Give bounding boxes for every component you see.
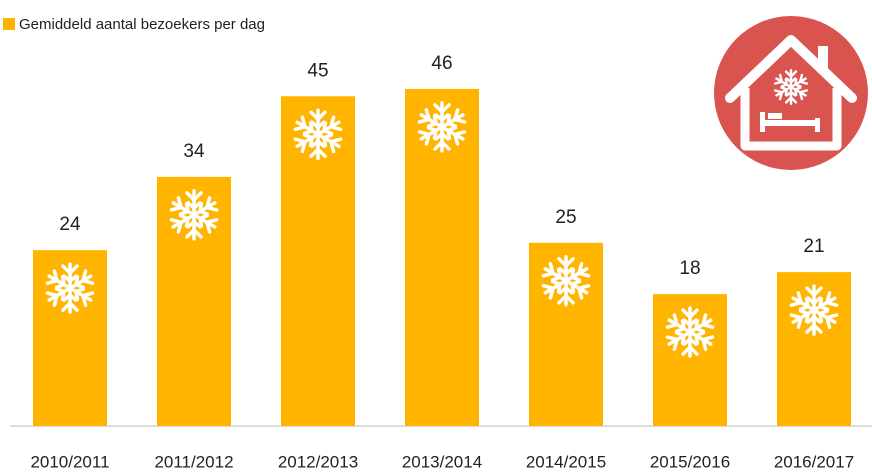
- value-label: 18: [679, 258, 700, 279]
- value-label: 24: [59, 214, 81, 235]
- x-tick-label: 2012/2013: [278, 452, 358, 471]
- value-label: 25: [555, 207, 576, 228]
- value-label: 45: [307, 60, 328, 81]
- x-tick-label: 2015/2016: [650, 452, 730, 471]
- house-icon: [714, 16, 868, 170]
- value-label: 21: [803, 236, 824, 257]
- x-tick-label: 2010/2011: [30, 452, 109, 471]
- x-tick-label: 2013/2014: [402, 452, 482, 471]
- value-label: 46: [431, 53, 452, 74]
- legend-swatch: [3, 18, 15, 30]
- value-label: 34: [183, 141, 205, 162]
- x-tick-label: 2014/2015: [526, 452, 606, 471]
- x-tick-label: 2011/2012: [154, 452, 233, 471]
- x-tick-label: 2016/2017: [774, 452, 854, 471]
- legend-label: Gemiddeld aantal bezoekers per dag: [19, 16, 265, 33]
